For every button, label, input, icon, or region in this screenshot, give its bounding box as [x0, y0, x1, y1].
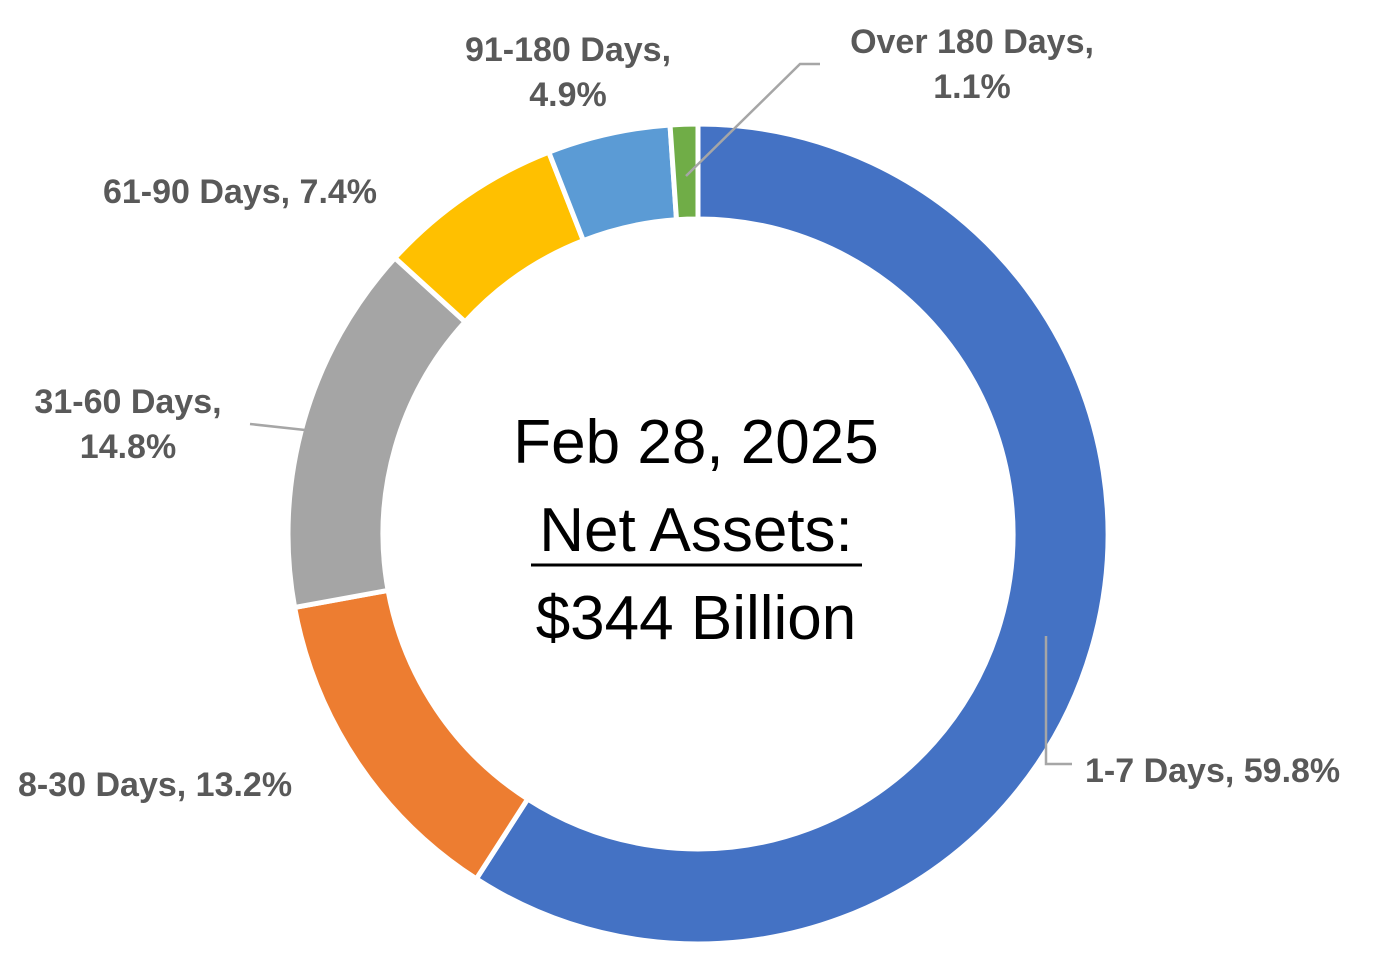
donut-slices — [285, 121, 1111, 947]
leader-line-31-60-days — [249, 422, 306, 432]
leader-line-1-7-days — [1044, 636, 1072, 766]
center-amount: $344 Billion — [536, 584, 857, 653]
data-label-8-30-days: 8-30 Days, 13.2% — [18, 766, 292, 804]
data-label-line: 1.1% — [933, 68, 1011, 106]
data-label-line: 8-30 Days, 13.2% — [18, 766, 292, 804]
leader-lines — [249, 62, 1072, 766]
slice-8-30-days — [291, 587, 532, 883]
data-label-over-180-days: Over 180 Days, 1.1% — [850, 23, 1094, 106]
data-label-line: 1-7 Days, 59.8% — [1085, 752, 1340, 790]
center-heading: Net Assets: — [539, 496, 853, 565]
slice-1-7-days — [472, 121, 1111, 947]
data-labels: 1-7 Days, 59.8% 8-30 Days, 13.2% 31-60 Day… — [18, 23, 1340, 804]
data-label-line: 14.8% — [80, 428, 176, 466]
data-label-line: 31-60 Days, — [34, 383, 221, 421]
center-label: Feb 28, 2025 Net Assets: $344 Billion — [513, 408, 878, 653]
data-label-line: 4.9% — [529, 76, 607, 114]
data-label-line: 61-90 Days, 7.4% — [103, 173, 377, 211]
data-label-61-90-days: 61-90 Days, 7.4% — [103, 173, 377, 211]
slice-31-60-days — [285, 254, 469, 611]
leader-line-over-180-days — [685, 62, 820, 177]
data-label-line: 91-180 Days, — [465, 31, 671, 69]
data-label-1-7-days: 1-7 Days, 59.8% — [1085, 752, 1340, 790]
center-date: Feb 28, 2025 — [513, 408, 878, 477]
data-label-91-180-days: 91-180 Days, 4.9% — [465, 31, 671, 114]
data-label-31-60-days: 31-60 Days, 14.8% — [34, 383, 221, 466]
data-label-line: Over 180 Days, — [850, 23, 1094, 61]
slice-over-180-days — [667, 121, 701, 223]
